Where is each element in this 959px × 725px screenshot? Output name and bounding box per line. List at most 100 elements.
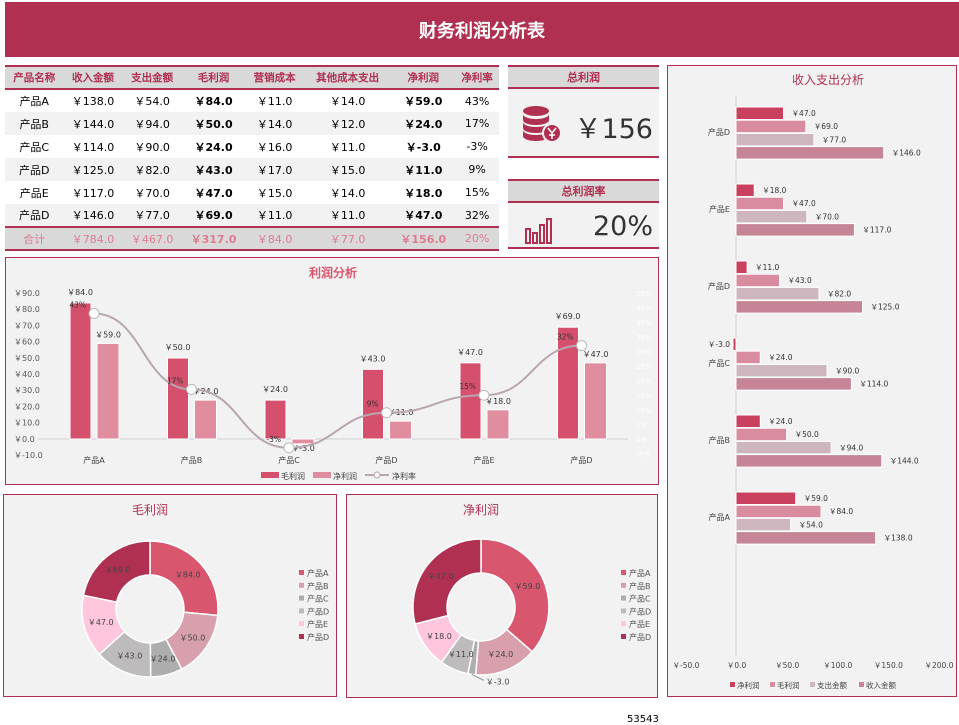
- net-profit-donut: 净利润 ￥59.0 ￥24.0 ￥-3.0 ￥11.0 ￥18.0 ￥47.0 产品A 产品B 产…: [346, 494, 658, 698]
- bar-3: [735, 223, 855, 237]
- legend-swatch: [730, 682, 735, 687]
- column-header: 净利率: [455, 65, 499, 90]
- table-cell: ￥11.0: [303, 204, 392, 227]
- legend-swatch: [859, 682, 864, 687]
- data-label: ￥47.0: [428, 572, 454, 581]
- legend-swatch: [621, 634, 626, 639]
- data-label: ￥-3.0: [291, 444, 315, 453]
- legend-swatch: [770, 682, 775, 687]
- data-label: ￥69.0: [555, 312, 581, 321]
- x-tick-label: ￥200.0: [925, 661, 954, 670]
- table-cell: ￥84.0: [194, 95, 233, 108]
- bar-2: [735, 209, 808, 224]
- line-label: -3%: [266, 435, 281, 444]
- table-cell: ￥94.0: [122, 112, 182, 135]
- bar-gross-profit: [362, 368, 384, 440]
- line-label: 43%: [69, 300, 86, 309]
- total-cell: ￥156.0: [391, 226, 456, 251]
- y-tick-label: ￥80.0: [14, 305, 40, 314]
- table-cell: 43%: [464, 94, 490, 108]
- y2-tick-label: 45%: [636, 305, 652, 313]
- gross-profit-donut: 毛利润 ￥84.0 ￥50.0 ￥24.0 ￥43.0 ￥47.0 ￥69.0 产品A 产品B 产…: [3, 494, 337, 697]
- legend-label: 收入金额: [866, 680, 896, 690]
- bar-net-profit: [194, 399, 217, 440]
- total-profit-value: ￥156: [574, 114, 653, 145]
- data-label: ￥47.0: [88, 618, 114, 627]
- legend-swatch: [621, 582, 626, 588]
- data-label: ￥43.0: [360, 354, 386, 363]
- legend-label: 净利润: [737, 680, 760, 690]
- legend-swatch: [621, 595, 626, 601]
- bar-1: [735, 504, 822, 519]
- data-label: ￥47.0: [792, 199, 816, 208]
- donut-slice: [82, 540, 151, 603]
- table-cell: ￥69.0: [181, 204, 246, 227]
- data-label: ￥24.0: [262, 385, 288, 394]
- legend-label: 支出金额: [817, 680, 847, 690]
- table-cell: ￥90.0: [134, 140, 170, 154]
- bar-2: [735, 517, 792, 532]
- table-cell: ￥18.0: [404, 186, 443, 200]
- legend-swatch: [299, 621, 304, 627]
- y-tick-label: ￥70.0: [14, 321, 40, 330]
- legend-label: 产品B: [629, 581, 651, 591]
- table-cell: ￥144.0: [63, 112, 123, 135]
- y2-tick-label: 25%: [636, 363, 652, 371]
- table-cell: ￥146.0: [63, 204, 123, 227]
- data-label: ￥59.0: [804, 494, 828, 503]
- y2-tick-label: 15%: [636, 392, 652, 400]
- bar-0: [735, 106, 785, 120]
- data-label: ￥11.0: [448, 650, 474, 659]
- legend-label: 产品D: [629, 632, 651, 642]
- table-cell: ￥24.0: [194, 140, 233, 154]
- total-cell: ￥784.0: [63, 226, 123, 251]
- legend-swatch: [313, 472, 331, 478]
- legend-swatch: [621, 570, 626, 575]
- x-tick-label: ￥150.0: [874, 661, 903, 670]
- data-label: ￥24.0: [150, 654, 176, 663]
- data-label: ￥114.0: [859, 380, 888, 389]
- data-label: ￥11.0: [755, 263, 779, 272]
- legend-swatch: [810, 682, 815, 687]
- data-label: ￥24.0: [768, 417, 792, 426]
- legend-swatch: [299, 634, 304, 639]
- y-tick-label: ￥0.0: [14, 435, 35, 444]
- profit-table: 产品名称 收入金额 支出金额 毛利润 营销成本 其他成本支出 净利润 净利率 产品A ￥138.…: [5, 65, 499, 251]
- column-header: 净利润: [391, 65, 456, 90]
- table-header-row: 产品名称 收入金额 支出金额 毛利润 营销成本 其他成本支出 净利润 净利率: [5, 65, 499, 90]
- table-cell: ￥82.0: [122, 158, 182, 181]
- data-label: ￥59.0: [515, 582, 541, 591]
- table-cell: 产品D: [5, 204, 64, 227]
- y-tick-label: 产品D: [708, 127, 730, 137]
- legend-swatch: [299, 582, 304, 588]
- y-tick-label: ￥10.0: [14, 419, 40, 428]
- bar-0: [735, 183, 755, 197]
- page-title: 财务利润分析表: [419, 20, 545, 42]
- table-total-row: 合计 ￥784.0 ￥467.0 ￥317.0 ￥84.0 ￥77.0 ￥156.0 20%: [5, 226, 499, 251]
- bar-net-profit: [486, 409, 510, 440]
- table-cell: 产品E: [19, 186, 49, 200]
- bar-3: [735, 377, 852, 391]
- data-label: ￥70.0: [815, 212, 839, 221]
- legend-label: 产品E: [307, 619, 328, 629]
- total-cell: 20%: [455, 226, 499, 251]
- bar-1: [735, 273, 781, 288]
- table-cell: -3%: [466, 140, 488, 153]
- data-label: ￥94.0: [839, 443, 863, 452]
- total-cell: ￥317.0: [181, 226, 246, 251]
- table-row: 产品B ￥144.0 ￥94.0 ￥50.0 ￥14.0 ￥12.0 ￥24.0 17%: [5, 112, 499, 135]
- table-cell: ￥11.0: [245, 204, 304, 227]
- y-tick-label: ￥40.0: [14, 370, 40, 379]
- bar-gross-profit: [557, 326, 579, 440]
- table-cell: ￥11.0: [329, 140, 366, 154]
- y-tick-label: ￥50.0: [14, 354, 40, 363]
- data-label: ￥146.0: [892, 149, 921, 158]
- table-cell: ￥59.0: [404, 95, 443, 108]
- table-cell: ￥12.0: [303, 112, 392, 135]
- data-label: ￥69.0: [814, 122, 838, 131]
- bar-1: [735, 119, 807, 134]
- table-cell: ￥15.0: [303, 158, 392, 181]
- y-tick-label: ￥60.0: [14, 338, 40, 347]
- line-label: 32%: [557, 333, 574, 342]
- bar-gross-profit: [69, 302, 92, 440]
